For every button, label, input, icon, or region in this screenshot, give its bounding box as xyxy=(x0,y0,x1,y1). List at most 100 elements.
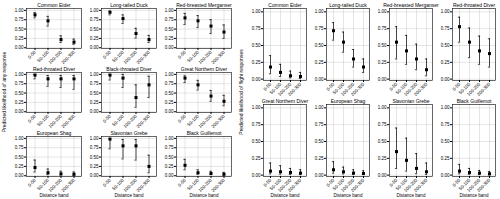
svg-text:0.50: 0.50 xyxy=(15,27,24,32)
svg-text:0.25: 0.25 xyxy=(90,100,99,105)
svg-text:0.25: 0.25 xyxy=(165,36,174,41)
svg-text:0.25: 0.25 xyxy=(315,60,324,65)
svg-text:200-300: 200-300 xyxy=(413,177,429,193)
svg-text:200-300: 200-300 xyxy=(61,177,77,193)
svg-text:0.25: 0.25 xyxy=(441,60,450,65)
svg-text:200-300: 200-300 xyxy=(476,81,492,97)
svg-text:200-300: 200-300 xyxy=(350,177,366,193)
svg-text:0.75: 0.75 xyxy=(378,26,387,31)
svg-text:200-300: 200-300 xyxy=(211,49,227,65)
svg-text:0-50: 0-50 xyxy=(177,49,187,59)
svg-text:0-50: 0-50 xyxy=(102,49,112,59)
svg-text:0.25: 0.25 xyxy=(252,156,261,161)
svg-text:0.75: 0.75 xyxy=(165,81,174,86)
svg-text:Common Eider: Common Eider xyxy=(37,2,71,8)
svg-text:0.00: 0.00 xyxy=(378,173,387,178)
svg-text:1.00: 1.00 xyxy=(15,136,24,141)
svg-text:Great Northern Diver: Great Northern Diver xyxy=(181,66,228,72)
svg-text:0.25: 0.25 xyxy=(165,164,174,169)
svg-text:0.00: 0.00 xyxy=(315,77,324,82)
svg-text:0.00: 0.00 xyxy=(441,77,450,82)
svg-text:0.50: 0.50 xyxy=(378,43,387,48)
svg-text:0.75: 0.75 xyxy=(15,145,24,150)
svg-text:Long-tailed Duck: Long-tailed Duck xyxy=(329,2,367,8)
svg-text:0-50: 0-50 xyxy=(27,177,37,187)
svg-text:200-300: 200-300 xyxy=(61,113,77,129)
svg-text:0.75: 0.75 xyxy=(252,26,261,31)
svg-text:Great Northern Diver: Great Northern Diver xyxy=(262,98,309,104)
svg-text:0.50: 0.50 xyxy=(315,139,324,144)
svg-text:0.25: 0.25 xyxy=(441,156,450,161)
svg-text:200-300: 200-300 xyxy=(413,81,429,97)
svg-text:Red-breasted Merganser: Red-breasted Merganser xyxy=(176,2,232,8)
svg-text:1.00: 1.00 xyxy=(90,72,99,77)
svg-text:0.75: 0.75 xyxy=(315,26,324,31)
svg-text:0.00: 0.00 xyxy=(252,173,261,178)
svg-text:1.00: 1.00 xyxy=(165,72,174,77)
svg-text:Distance band: Distance band xyxy=(40,193,69,198)
svg-text:1.00: 1.00 xyxy=(165,136,174,141)
svg-text:0.00: 0.00 xyxy=(165,173,174,178)
svg-text:0-50: 0-50 xyxy=(27,49,37,59)
svg-text:Distance band: Distance band xyxy=(397,193,426,198)
svg-text:Distance band: Distance band xyxy=(334,193,363,198)
svg-text:1.00: 1.00 xyxy=(441,105,450,110)
svg-text:1.00: 1.00 xyxy=(315,105,324,110)
svg-text:0.50: 0.50 xyxy=(252,43,261,48)
svg-text:1.00: 1.00 xyxy=(15,72,24,77)
svg-text:0.25: 0.25 xyxy=(378,156,387,161)
svg-text:0.50: 0.50 xyxy=(90,27,99,32)
svg-text:0.75: 0.75 xyxy=(90,81,99,86)
svg-text:0.50: 0.50 xyxy=(441,43,450,48)
svg-text:0.75: 0.75 xyxy=(165,17,174,22)
svg-text:0.50: 0.50 xyxy=(165,91,174,96)
svg-text:0.75: 0.75 xyxy=(165,145,174,150)
svg-text:0.75: 0.75 xyxy=(315,122,324,127)
svg-text:0.75: 0.75 xyxy=(441,122,450,127)
svg-text:0.25: 0.25 xyxy=(165,100,174,105)
svg-text:Distance band: Distance band xyxy=(190,193,219,198)
svg-text:0.00: 0.00 xyxy=(15,173,24,178)
svg-text:1.00: 1.00 xyxy=(252,9,261,14)
svg-text:200-300: 200-300 xyxy=(136,49,152,65)
svg-text:0-50: 0-50 xyxy=(177,113,187,123)
svg-text:1.00: 1.00 xyxy=(252,105,261,110)
svg-text:1.00: 1.00 xyxy=(378,105,387,110)
svg-text:200-300: 200-300 xyxy=(211,177,227,193)
svg-text:0.75: 0.75 xyxy=(252,122,261,127)
svg-text:0.50: 0.50 xyxy=(15,155,24,160)
svg-text:0-50: 0-50 xyxy=(102,177,112,187)
svg-text:200-300: 200-300 xyxy=(61,49,77,65)
svg-text:0.75: 0.75 xyxy=(90,145,99,150)
svg-text:1.00: 1.00 xyxy=(15,8,24,13)
svg-text:0.00: 0.00 xyxy=(252,77,261,82)
svg-text:Distance band: Distance band xyxy=(271,193,300,198)
svg-text:0.50: 0.50 xyxy=(165,155,174,160)
svg-text:0.25: 0.25 xyxy=(90,164,99,169)
svg-text:0.25: 0.25 xyxy=(252,60,261,65)
svg-text:0.00: 0.00 xyxy=(165,109,174,114)
svg-text:0.00: 0.00 xyxy=(378,77,387,82)
svg-text:Slavonian Grebe: Slavonian Grebe xyxy=(392,98,429,104)
svg-text:0.75: 0.75 xyxy=(441,26,450,31)
svg-text:0.00: 0.00 xyxy=(15,109,24,114)
svg-text:Black-throated Diver: Black-throated Diver xyxy=(106,66,152,72)
svg-text:Slavonian Grebe: Slavonian Grebe xyxy=(110,130,147,136)
svg-text:0.25: 0.25 xyxy=(15,100,24,105)
svg-text:200-300: 200-300 xyxy=(136,113,152,129)
svg-text:1.00: 1.00 xyxy=(378,9,387,14)
svg-text:0-50: 0-50 xyxy=(102,113,112,123)
svg-text:0.00: 0.00 xyxy=(441,173,450,178)
svg-text:1.00: 1.00 xyxy=(441,9,450,14)
svg-text:0.25: 0.25 xyxy=(90,36,99,41)
svg-text:0.00: 0.00 xyxy=(15,45,24,50)
svg-text:200-300: 200-300 xyxy=(287,81,303,97)
svg-text:0.50: 0.50 xyxy=(378,139,387,144)
svg-text:Red-throated Diver: Red-throated Diver xyxy=(453,2,496,8)
svg-text:0.50: 0.50 xyxy=(441,139,450,144)
svg-text:1.00: 1.00 xyxy=(165,8,174,13)
svg-text:0.00: 0.00 xyxy=(165,45,174,50)
svg-text:0-50: 0-50 xyxy=(177,177,187,187)
svg-text:European Shag: European Shag xyxy=(37,130,72,136)
svg-text:0.25: 0.25 xyxy=(15,36,24,41)
